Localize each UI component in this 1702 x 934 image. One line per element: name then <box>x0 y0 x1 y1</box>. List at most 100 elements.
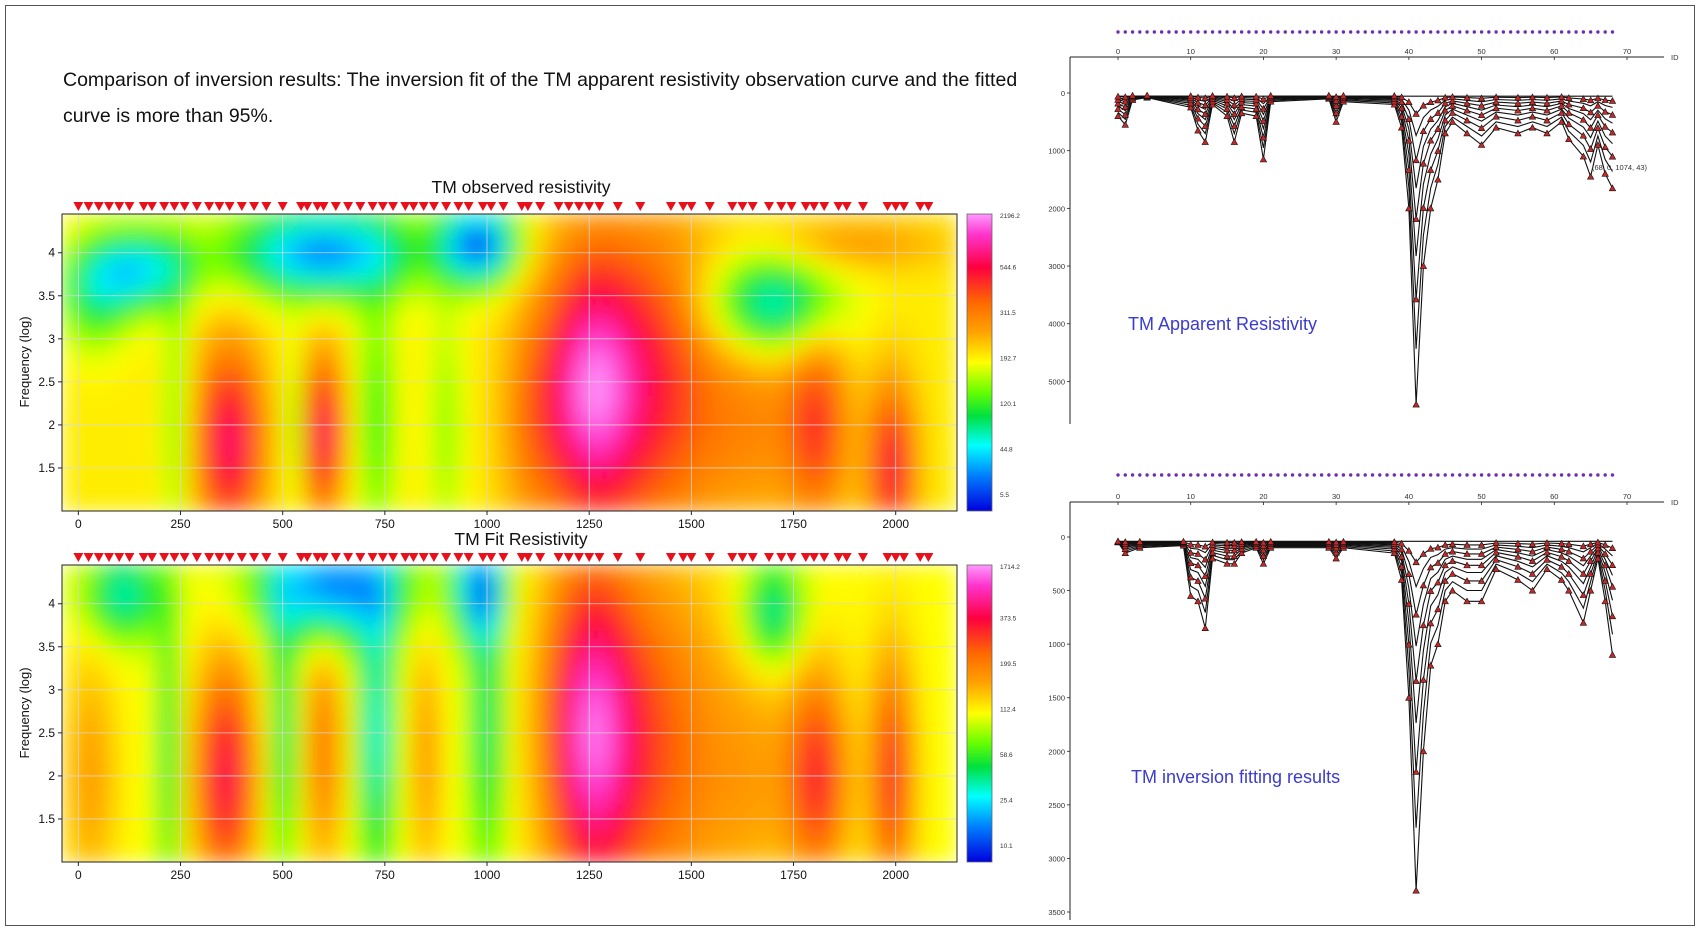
heatmap-cell <box>698 318 710 329</box>
heatmap-cell <box>280 449 292 460</box>
heatmap-cell <box>529 827 541 837</box>
heatmap-cell <box>827 467 839 477</box>
heatmap-cell <box>599 397 610 408</box>
heatmap-cell <box>310 502 322 511</box>
heatmap-cell <box>877 371 889 381</box>
heatmap-cell <box>539 591 551 601</box>
heatmap-cell <box>161 432 173 443</box>
heatmap-cell <box>579 800 590 811</box>
heatmap-cell <box>241 800 252 811</box>
heatmap-cell <box>917 388 929 399</box>
heatmap-cell <box>91 397 103 408</box>
heatmap-cell <box>549 502 561 511</box>
heatmap-cell <box>479 353 491 364</box>
heatmap-cell <box>360 608 372 619</box>
heatmap-cell <box>340 765 352 776</box>
heatmap-cell <box>121 257 133 268</box>
heatmap-cell <box>390 388 402 399</box>
heatmap-cell <box>479 844 491 855</box>
heatmap-cell <box>449 380 461 390</box>
heatmap-cell <box>390 608 402 619</box>
heatmap-cell <box>519 687 531 697</box>
heatmap-cell <box>827 432 839 443</box>
heatmap-cell <box>947 257 957 268</box>
heatmap-cell <box>559 493 571 504</box>
heatmap-cell <box>867 310 879 320</box>
heatmap-cell <box>469 406 481 416</box>
heatmap-cell <box>250 757 262 767</box>
heatmap-cell <box>181 748 193 759</box>
heatmap-cell <box>738 380 750 390</box>
heatmap-cell <box>380 397 392 408</box>
heatmap-cell <box>539 362 551 373</box>
heatmap-cell <box>231 626 242 636</box>
heatmap-cell <box>141 809 153 820</box>
heatmap-cell <box>151 345 163 355</box>
heatmap-cell <box>897 327 909 338</box>
heatmap-cell <box>489 827 501 837</box>
heatmap-cell <box>708 301 720 312</box>
heatmap-cell <box>927 467 939 477</box>
heatmap-cell <box>191 599 203 610</box>
heatmap-cell <box>380 318 392 329</box>
heatmap-cell <box>509 310 521 320</box>
heatmap-cell <box>211 345 223 355</box>
heatmap-cell <box>439 599 451 610</box>
heatmap-cell <box>280 634 292 645</box>
heatmap-cell <box>62 704 73 715</box>
heatmap-cell <box>151 748 163 759</box>
heatmap-cell <box>250 835 262 846</box>
heatmap-cell <box>151 643 163 654</box>
heatmap-cell <box>429 362 441 373</box>
heatmap-cell <box>618 458 630 469</box>
heatmap-cell <box>539 467 551 477</box>
heatmap-cell <box>439 757 451 767</box>
heatmap-cell <box>400 818 411 828</box>
heatmap-cell <box>310 257 322 268</box>
heatmap-cell <box>549 484 561 495</box>
heatmap-cell <box>71 362 83 373</box>
heatmap-cell <box>927 257 939 268</box>
heatmap-cell <box>937 310 948 320</box>
heatmap-cell <box>519 318 531 329</box>
heatmap-cell <box>658 467 670 477</box>
heatmap-cell <box>380 661 392 671</box>
heatmap-cell <box>260 844 272 855</box>
heatmap-cell <box>758 266 769 277</box>
heatmap-cell <box>429 432 441 443</box>
heatmap-cell <box>728 327 740 338</box>
heatmap-cell <box>400 266 411 277</box>
heatmap-cell <box>439 669 451 680</box>
heatmap-cell <box>62 441 73 451</box>
heatmap-cell <box>62 493 73 504</box>
heatmap-cell <box>648 397 660 408</box>
heatmap-cell <box>201 248 213 259</box>
heatmap-cell <box>927 371 939 381</box>
heatmap-cell <box>211 739 223 750</box>
heatmap-cell <box>738 327 750 338</box>
heatmap-cell <box>340 248 352 259</box>
heatmap-cell <box>131 643 143 654</box>
heatmap-cell <box>867 231 879 242</box>
heatmap-cell <box>201 502 213 511</box>
heatmap-cell <box>310 652 322 663</box>
heatmap-cell <box>81 800 93 811</box>
heatmap-cell <box>658 423 670 434</box>
heatmap-cell <box>479 809 491 820</box>
heatmap-cell <box>310 818 322 828</box>
heatmap-cell <box>420 669 431 680</box>
heatmap-cell <box>778 484 789 495</box>
heatmap-cell <box>927 214 939 224</box>
heatmap-cell <box>62 748 73 759</box>
heatmap-cell <box>390 476 402 486</box>
heatmap-cell <box>191 818 203 828</box>
heatmap-cell <box>360 643 372 654</box>
heatmap-cell <box>211 818 223 828</box>
heatmap-cell <box>698 222 710 233</box>
heatmap-cell <box>559 591 571 601</box>
colorbar-label: 192.7 <box>1000 356 1017 363</box>
heatmap-cell <box>260 310 272 320</box>
heatmap-cell <box>111 248 123 259</box>
heatmap-cell <box>748 467 760 477</box>
heatmap-cell <box>429 476 441 486</box>
